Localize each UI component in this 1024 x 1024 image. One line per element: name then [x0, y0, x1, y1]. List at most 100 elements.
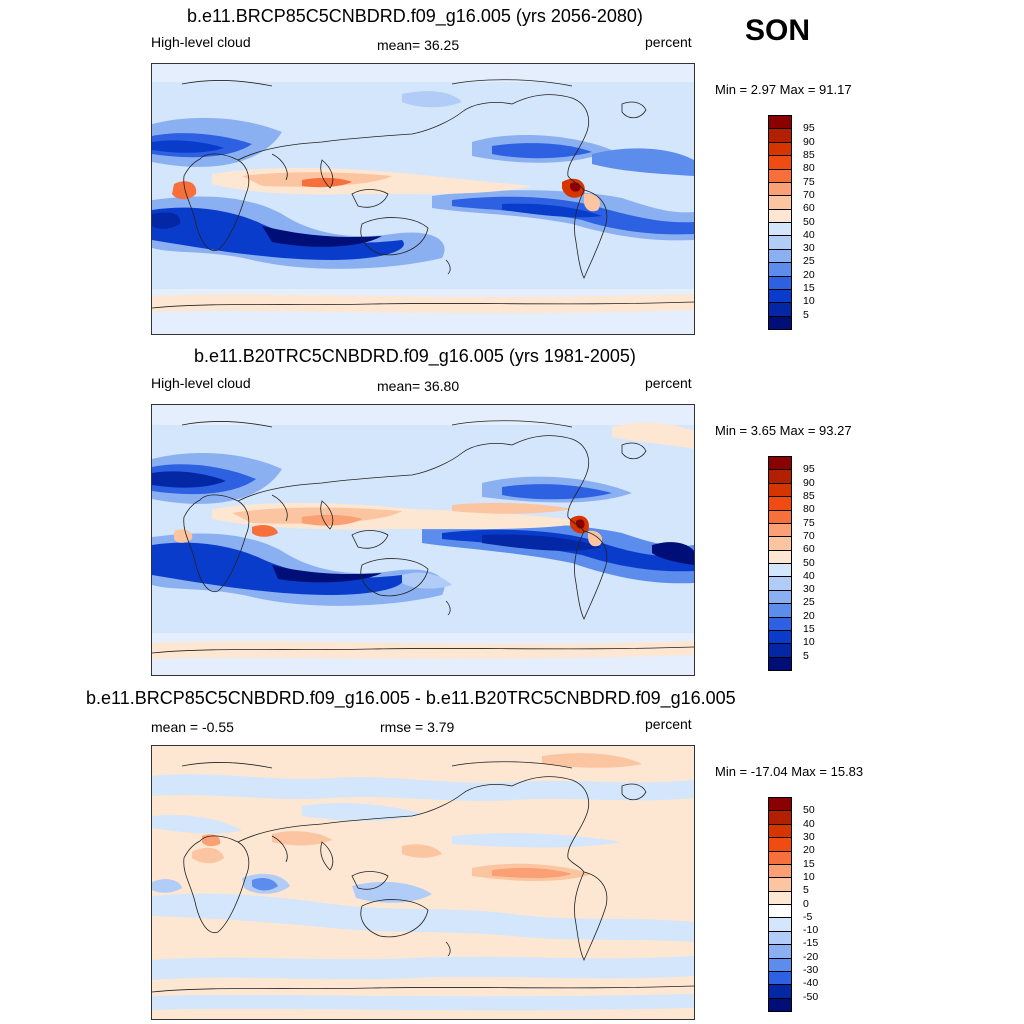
colorbar-tick-label: 75: [803, 175, 815, 188]
colorbar-tick-label: 50: [803, 215, 815, 228]
panel-1-minmax: Min = 2.97 Max = 91.17: [715, 82, 852, 97]
colorbar-swatch: [769, 604, 791, 618]
colorbar-tick-label: 50: [803, 804, 815, 817]
colorbar-swatch: [769, 209, 791, 223]
colorbar-swatch: [769, 564, 791, 578]
colorbar-tick-label: -30: [803, 964, 819, 977]
colorbar-tick-label: 30: [803, 830, 815, 843]
colorbar-swatch: [769, 931, 791, 946]
colorbar-swatch: [769, 985, 791, 999]
colorbar-tick-label: 15: [803, 282, 815, 295]
colorbar-tick-label: 95: [803, 122, 815, 135]
colorbar-tick-label: 30: [803, 242, 815, 255]
panel-3-difference-field: [152, 746, 694, 1019]
colorbar-swatch: [769, 289, 791, 304]
colorbar-tick-label: 15: [803, 623, 815, 636]
colorbar-swatch: [769, 182, 791, 197]
colorbar-tick-label: 80: [803, 162, 815, 175]
panel-2-minmax: Min = 3.65 Max = 93.27: [715, 423, 852, 438]
panel-1-coastlines: [152, 79, 694, 309]
season-label: SON: [745, 14, 811, 47]
colorbar-tick-label: 20: [803, 609, 815, 622]
colorbar-swatch: [769, 577, 791, 591]
colorbar-tick-label: 85: [803, 489, 815, 502]
colorbar-swatch: [769, 510, 791, 524]
panel-3-minmax: Min = -17.04 Max = 15.83: [715, 764, 864, 779]
colorbar-swatch: [769, 630, 791, 645]
colorbar-swatch: [769, 497, 791, 511]
colorbar-swatch: [769, 945, 791, 959]
colorbar-tick-label: -40: [803, 977, 819, 990]
colorbar-tick-label: 5: [803, 649, 809, 662]
colorbar-swatch: [769, 824, 791, 839]
panel-3-map: [151, 745, 695, 1020]
panel-3-units-label: percent: [645, 716, 692, 732]
colorbar-tick-label: -20: [803, 950, 819, 963]
panel-2-map: [151, 404, 695, 676]
colorbar-swatch: [769, 276, 791, 290]
colorbar-tick-label: 70: [803, 188, 815, 201]
colorbar-swatch: [769, 644, 791, 658]
colorbar-tick-label: 60: [803, 202, 815, 215]
colorbar-swatch: [769, 851, 791, 865]
colorbar-tick-label: -15: [803, 937, 819, 950]
panel-3-mean-label: mean = -0.55: [151, 719, 234, 735]
colorbar-swatch: [769, 116, 791, 130]
colorbar-swatch: [769, 523, 791, 538]
colorbar-tick-label: 5: [803, 308, 809, 321]
colorbar-swatch: [769, 998, 791, 1011]
colorbar-swatch: [769, 156, 791, 170]
colorbar-swatch: [769, 864, 791, 879]
panel-2-mean-label: mean= 36.80: [377, 378, 460, 394]
colorbar-tick-label: 20: [803, 844, 815, 857]
panel-2-colorbar: [768, 456, 792, 671]
colorbar-swatch: [769, 811, 791, 825]
panel-2-title: b.e11.B20TRC5CNBDRD.f09_g16.005 (yrs 198…: [194, 346, 636, 366]
colorbar-swatch: [769, 550, 791, 564]
panel-3-colorbar: [768, 797, 792, 1012]
colorbar-tick-label: 15: [803, 857, 815, 870]
colorbar-tick-label: 90: [803, 135, 815, 148]
colorbar-swatch: [769, 142, 791, 157]
colorbar-tick-label: 20: [803, 268, 815, 281]
colorbar-swatch: [769, 196, 791, 210]
colorbar-swatch: [769, 263, 791, 277]
colorbar-swatch: [769, 971, 791, 986]
panel-1-title: b.e11.BRCP85C5CNBDRD.f09_g16.005 (yrs 20…: [187, 6, 643, 26]
colorbar-tick-label: 40: [803, 817, 815, 830]
panel-2-coastlines: [152, 420, 694, 654]
panel-2-field-label: High-level cloud: [151, 375, 251, 391]
colorbar-tick-label: 90: [803, 476, 815, 489]
colorbar-swatch: [769, 129, 791, 143]
panel-1-cloud-field: [152, 64, 694, 334]
colorbar-tick-label: -10: [803, 924, 819, 937]
colorbar-swatch: [769, 657, 791, 670]
panel-3-title: b.e11.BRCP85C5CNBDRD.f09_g16.005 - b.e11…: [86, 688, 736, 708]
panel-1-colorbar: [768, 115, 792, 330]
colorbar-tick-label: 5: [803, 884, 809, 897]
panel-3-coastlines: [152, 761, 694, 993]
colorbar-swatch: [769, 303, 791, 317]
panel-1-field-label: High-level cloud: [151, 34, 251, 50]
colorbar-tick-label: 95: [803, 463, 815, 476]
colorbar-tick-label: 10: [803, 295, 815, 308]
colorbar-swatch: [769, 590, 791, 605]
panel-2-units-label: percent: [645, 375, 692, 391]
colorbar-swatch: [769, 483, 791, 498]
colorbar-tick-label: -50: [803, 990, 819, 1003]
panel-3-rmse-label: rmse = 3.79: [380, 719, 455, 735]
colorbar-tick-label: 10: [803, 870, 815, 883]
panel-1-units-label: percent: [645, 34, 692, 50]
colorbar-swatch: [769, 798, 791, 812]
colorbar-tick-label: 10: [803, 636, 815, 649]
colorbar-tick-label: 25: [803, 596, 815, 609]
colorbar-swatch: [769, 169, 791, 183]
colorbar-swatch: [769, 223, 791, 237]
colorbar-swatch: [769, 878, 791, 892]
colorbar-swatch: [769, 891, 791, 905]
colorbar-swatch: [769, 617, 791, 631]
colorbar-tick-label: 75: [803, 516, 815, 529]
colorbar-tick-label: 25: [803, 255, 815, 268]
colorbar-tick-label: 60: [803, 543, 815, 556]
panel-1-map: [151, 63, 695, 335]
